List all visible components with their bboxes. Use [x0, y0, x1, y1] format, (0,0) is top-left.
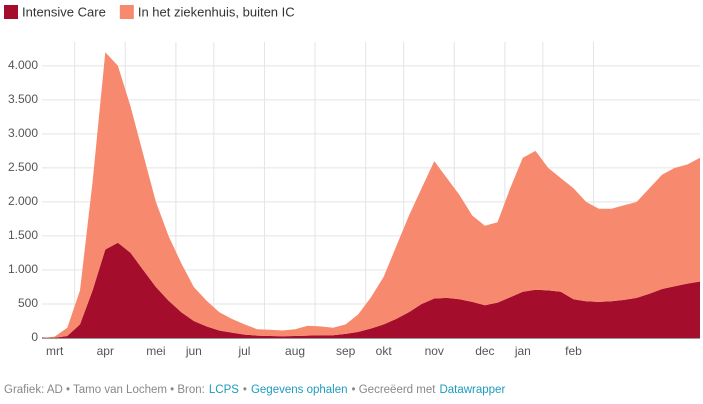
y-tick-label: 4.000: [8, 58, 38, 72]
footer-text: • Gecreëerd met: [351, 384, 436, 396]
y-tick-label: 1.000: [8, 262, 38, 276]
legend-swatch: [119, 5, 134, 19]
x-tick-label: apr: [97, 344, 114, 358]
y-tick-label: 3.500: [8, 92, 38, 106]
x-tick-label: jul: [237, 344, 250, 358]
x-tick-label: mei: [146, 344, 165, 358]
y-tick-label: 3.000: [8, 126, 38, 140]
x-tick-label: okt: [376, 344, 393, 358]
legend-label: Intensive Care: [22, 4, 106, 19]
area: [42, 242, 700, 338]
footer-text: Grafiek: AD • Tamo van Lochem • Bron:: [4, 384, 205, 396]
y-tick-label: 0: [31, 330, 38, 344]
footer: Grafiek: AD • Tamo van Lochem • Bron: LCP…: [4, 384, 509, 396]
x-tick-label: aug: [285, 344, 305, 358]
x-tick-label: sep: [336, 344, 356, 358]
footer-link[interactable]: Gegevens ophalen: [250, 384, 348, 396]
footer-text: •: [242, 384, 247, 396]
x-tick-label: mrt: [46, 344, 64, 358]
footer-link[interactable]: LCPS: [208, 384, 239, 396]
y-tick-label: 500: [18, 296, 38, 310]
footer-link[interactable]: Datawrapper: [439, 384, 506, 396]
y-tick-label: 2.500: [8, 160, 38, 174]
x-tick-label: feb: [565, 344, 582, 358]
y-tick-label: 2.000: [8, 194, 38, 208]
x-tick-label: nov: [425, 344, 444, 358]
x-tick-label: jan: [514, 344, 531, 358]
y-tick-label: 1.500: [8, 228, 38, 242]
chart: 0 500 1.000 1.500 2.000 2.500 3.000 3.500 4.000 m…: [4, 4, 700, 358]
area: [42, 52, 700, 338]
legend-swatch: [4, 5, 18, 19]
x-tick-label: jun: [185, 344, 202, 358]
x-tick-label: dec: [475, 344, 494, 358]
legend-label: In het ziekenhuis, buiten IC: [138, 4, 295, 19]
